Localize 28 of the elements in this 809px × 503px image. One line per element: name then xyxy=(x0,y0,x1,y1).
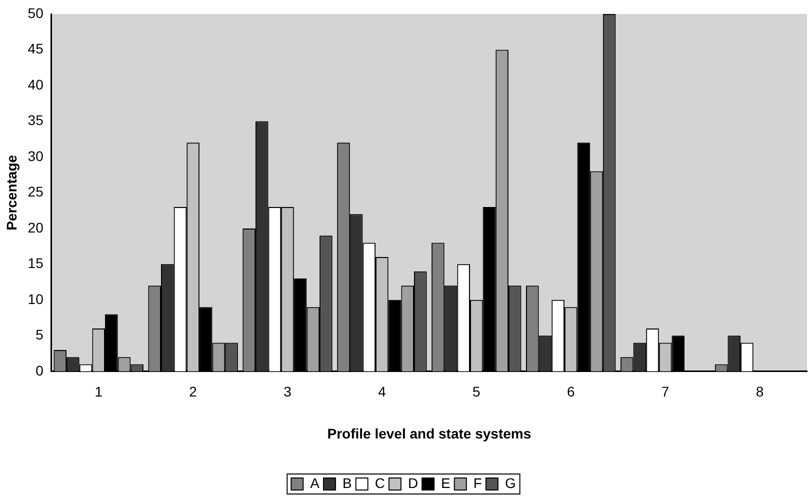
y-tick-label: 35 xyxy=(28,112,44,128)
y-tick-label: 15 xyxy=(28,255,44,272)
y-tick-label: 45 xyxy=(28,40,44,57)
y-axis-title: Percentage xyxy=(3,154,20,230)
y-tick-label: 20 xyxy=(28,219,44,236)
y-tick-label: 0 xyxy=(36,362,44,378)
x-tick-label: 1 xyxy=(94,384,103,400)
y-tick-label: 5 xyxy=(36,326,44,343)
legend-label: G xyxy=(504,474,516,491)
x-tick-label: 2 xyxy=(189,384,198,400)
legend-label: B xyxy=(342,474,352,491)
legend-label: E xyxy=(441,474,450,491)
x-tick-label: 6 xyxy=(566,384,575,400)
x-tick-label: 4 xyxy=(378,384,386,400)
y-tick-label: 50 xyxy=(28,4,44,21)
x-tick-label: 7 xyxy=(661,384,670,400)
x-tick-label: 5 xyxy=(472,384,481,400)
y-tick-label: 30 xyxy=(28,148,44,164)
legend-label: D xyxy=(408,474,418,491)
legend-label: A xyxy=(310,474,320,491)
y-tick-label: 25 xyxy=(28,184,44,200)
x-tick-label: 3 xyxy=(284,384,292,400)
x-axis-title: Profile level and state systems xyxy=(327,425,532,442)
legend-label: F xyxy=(473,474,482,491)
y-tick-label: 40 xyxy=(28,76,44,92)
y-tick-label: 10 xyxy=(28,290,44,307)
legend-label: C xyxy=(374,474,385,491)
x-tick-label: 8 xyxy=(756,384,764,400)
